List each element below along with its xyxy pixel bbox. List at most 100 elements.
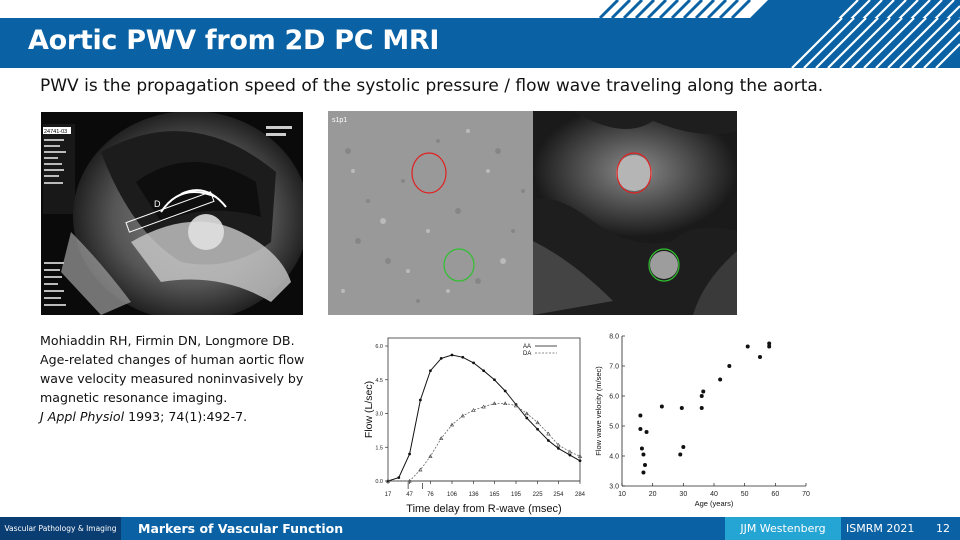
citation-title: Age-related changes of human aortic flow… <box>40 352 305 405</box>
scatter-point <box>718 377 723 382</box>
y-axis-label: Flow wave velocity (m/sec) <box>594 366 603 456</box>
scatter-point <box>641 470 646 475</box>
scatter-point <box>699 394 704 398</box>
x-tick-label: 284 <box>575 492 586 498</box>
mri-sagittal-image: D 24741-03 <box>41 112 303 315</box>
point-AA <box>546 439 550 442</box>
flow-curve-chart: 0.0 1.5 3.0 4.5 6.0 17 47 76 106 136 165 195 225 254 2… <box>363 337 586 515</box>
x-tick-label: 40 <box>710 491 718 498</box>
footer-author: JJM Westenberg <box>725 517 841 540</box>
point-DA <box>385 478 391 483</box>
footer-department: Vascular Pathology & Imaging <box>0 517 121 540</box>
point-DA <box>567 449 573 454</box>
intro-text: PWV is the propagation speed of the syst… <box>40 76 824 96</box>
flow-plot-frame <box>387 337 581 482</box>
point-DA <box>481 404 486 409</box>
citation-details: 1993; 74(1):492-7. <box>124 409 248 424</box>
x-tick-label: 20 <box>649 491 657 498</box>
series-line-AA <box>387 354 581 482</box>
pwv-age-scatter-chart: 3.0 4.0 5.0 6.0 7.0 8.0 10 20 30 40 50 60 70 Age (yea… <box>594 334 810 509</box>
point-AA <box>408 452 411 456</box>
x-tick-label: 60 <box>771 491 779 498</box>
x-tick-label: 195 <box>511 492 522 498</box>
x-tick-label: 225 <box>533 492 544 498</box>
scatter-point <box>644 430 649 434</box>
point-AA <box>397 476 401 480</box>
point-AA <box>472 361 475 365</box>
x-tick-label: 76 <box>427 492 434 498</box>
scatter-point <box>758 355 762 359</box>
scatter-point <box>699 406 704 410</box>
point-AA <box>525 416 529 420</box>
title-stripes <box>791 17 960 69</box>
x-tick-label: 50 <box>741 491 749 498</box>
scatter-point <box>638 413 643 418</box>
point-AA <box>536 427 539 431</box>
x-tick-label: 47 <box>406 492 413 498</box>
legend-label-DA: DA <box>523 351 531 357</box>
x-tick-label: 10 <box>618 491 626 498</box>
y-axis-label: Flow (L/sec) <box>363 381 375 438</box>
legend-label-AA: AA <box>523 344 531 350</box>
y-tick-label: 7.0 <box>609 364 619 371</box>
scatter-point <box>639 446 644 451</box>
scatter-point <box>767 341 772 346</box>
y-tick-label: 0.0 <box>375 479 383 485</box>
citation: Mohiaddin RH, Firmin DN, Longmore DB. Ag… <box>40 331 330 426</box>
scatter-point <box>701 389 706 394</box>
y-tick-label: 4.0 <box>609 454 619 461</box>
slide-title: Aortic PWV from 2D PC MRI <box>28 25 440 56</box>
point-DA <box>418 467 423 472</box>
point-AA <box>578 459 582 463</box>
scatter-point <box>643 463 647 467</box>
x-tick-label: 254 <box>553 492 564 498</box>
citation-journal: J Appl Physiol <box>40 409 125 424</box>
y-tick-label: 3.0 <box>609 484 619 491</box>
point-DA <box>556 442 561 447</box>
y-tick-label: 3.0 <box>375 412 383 418</box>
point-DA <box>492 401 497 405</box>
magnitude-image <box>533 111 737 315</box>
roi-ascending-aorta <box>411 152 447 194</box>
point-AA <box>557 446 560 450</box>
y-tick-label: 4.5 <box>375 378 383 384</box>
point-DA <box>524 411 529 416</box>
scatter-point <box>681 445 686 449</box>
footer: Vascular Pathology & Imaging Markers of … <box>0 517 960 540</box>
scatter-point <box>659 404 664 409</box>
point-AA <box>418 398 422 402</box>
point-AA <box>493 378 496 382</box>
y-tick-label: 6.0 <box>609 394 619 401</box>
x-axis-label: Time delay from R-wave (msec) <box>406 503 561 515</box>
point-AA <box>429 369 432 373</box>
scatter-point <box>679 406 684 410</box>
x-tick-label: 165 <box>489 492 500 498</box>
scatter-point <box>745 344 750 349</box>
x-axis-label: Age (years) <box>695 499 734 508</box>
point-DA <box>577 454 583 458</box>
point-DA <box>535 420 540 425</box>
scatter-point <box>638 427 643 431</box>
point-DA <box>471 408 476 412</box>
citation-authors: Mohiaddin RH, Firmin DN, Longmore DB. <box>40 333 295 348</box>
scatter-point <box>678 452 683 457</box>
point-AA <box>503 389 507 393</box>
point-DA <box>460 413 465 418</box>
point-DA <box>503 401 508 405</box>
scanner-id: 24741-03 <box>44 129 67 135</box>
point-AA <box>482 369 486 373</box>
footer-page-number: 12 <box>936 522 950 535</box>
point-DA <box>449 422 455 427</box>
y-tick-label: 8.0 <box>609 334 619 341</box>
y-tick-label: 5.0 <box>609 424 619 431</box>
x-tick-label: 136 <box>469 492 480 498</box>
footer-conference: ISMRM 2021 <box>846 522 915 535</box>
x-tick-label: 70 <box>802 491 810 498</box>
phase-label: s1p1 <box>332 117 347 124</box>
point-DA <box>428 454 433 458</box>
x-tick-label: 106 <box>447 492 458 498</box>
point-DA <box>546 431 551 436</box>
point-DA <box>407 478 412 483</box>
scatter-point <box>641 452 646 457</box>
x-tick-label: 17 <box>385 492 392 498</box>
